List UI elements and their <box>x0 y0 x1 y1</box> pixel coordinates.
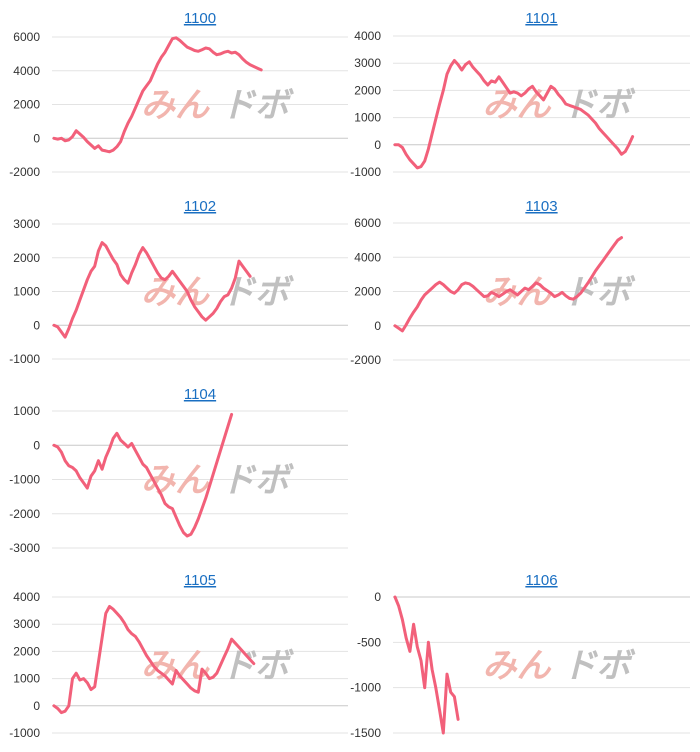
y-tick-label: 3000 <box>13 617 40 631</box>
y-tick-label: 2000 <box>13 251 40 265</box>
chart-title[interactable]: 1100 <box>184 10 216 27</box>
y-tick-label: -3000 <box>9 541 40 555</box>
chart-title[interactable]: 1102 <box>184 198 216 215</box>
y-tick-label: 1000 <box>13 285 40 299</box>
watermark-logo-left: みん <box>483 85 552 125</box>
y-tick-label: -1000 <box>9 726 40 740</box>
series-line <box>52 605 256 715</box>
chart-title[interactable]: 1104 <box>184 386 216 403</box>
y-tick-label: 0 <box>33 318 40 332</box>
chart-1101: 1101 4000 3000 2000 1000 0 -1000 みん ドボ <box>350 10 690 179</box>
y-tick-label: 3000 <box>13 217 40 231</box>
y-tick-label: -2000 <box>350 353 381 367</box>
chart-1106: 1106 0 -500 -1000 -1500 みん ドボ <box>350 572 690 740</box>
series-line <box>52 36 263 154</box>
y-tick-label: 2000 <box>354 83 381 97</box>
y-tick-label: 4000 <box>13 590 40 604</box>
watermark-logo-right: ドボ <box>221 461 294 501</box>
watermark-logo-right: ドボ <box>221 273 294 313</box>
y-tick-label: 1000 <box>13 672 40 686</box>
chart-title[interactable]: 1105 <box>184 572 216 589</box>
y-tick-label: -1000 <box>9 473 40 487</box>
y-tick-label: 3000 <box>354 56 381 70</box>
watermark-logo-right: ドボ <box>563 85 636 125</box>
chart-1102: 1102 3000 2000 1000 0 -1000 みん ドボ <box>9 198 348 366</box>
chart-title[interactable]: 1106 <box>525 572 557 589</box>
y-tick-label: 2000 <box>13 644 40 658</box>
series-line <box>393 595 460 735</box>
y-tick-label: -1000 <box>9 352 40 366</box>
chart-title[interactable]: 1101 <box>525 10 557 27</box>
watermark-logo-left: みん <box>141 273 210 313</box>
y-tick-label: 0 <box>33 131 40 145</box>
y-tick-label: 0 <box>374 590 381 604</box>
series-line <box>52 412 234 538</box>
y-tick-label: 4000 <box>13 64 40 78</box>
y-tick-label: 2000 <box>13 98 40 112</box>
watermark-logo-right: ドボ <box>221 86 294 126</box>
y-tick-label: -1000 <box>350 681 381 695</box>
y-tick-label: 4000 <box>354 29 381 43</box>
y-tick-label: 4000 <box>354 250 381 264</box>
chart-1104: 1104 1000 0 -1000 -2000 -3000 みん ドボ <box>9 386 348 555</box>
y-tick-label: -1000 <box>350 165 381 179</box>
y-tick-label: -500 <box>357 635 381 649</box>
chart-1100: 1100 6000 4000 2000 0 -2000 みん ドボ <box>9 10 348 179</box>
series-line <box>393 59 635 170</box>
watermark-logo-right: ドボ <box>221 646 294 686</box>
y-tick-label: -2000 <box>9 165 40 179</box>
series-line <box>393 236 623 333</box>
series-line <box>52 241 252 339</box>
y-tick-label: 1000 <box>354 111 381 125</box>
watermark-logo-left: みん <box>483 646 552 686</box>
chart-title[interactable]: 1103 <box>525 198 557 215</box>
y-tick-label: 0 <box>33 699 40 713</box>
watermark-logo-right: ドボ <box>563 273 636 313</box>
y-tick-label: 6000 <box>13 30 40 44</box>
y-tick-label: 0 <box>374 319 381 333</box>
watermark-logo-left: みん <box>141 461 210 501</box>
y-tick-label: -1500 <box>350 726 381 740</box>
y-tick-label: 1000 <box>13 404 40 418</box>
watermark-logo-right: ドボ <box>563 646 636 686</box>
y-tick-label: 6000 <box>354 216 381 230</box>
y-tick-label: 0 <box>374 138 381 152</box>
watermark-logo-left: みん <box>141 86 210 126</box>
y-tick-label: 0 <box>33 438 40 452</box>
y-tick-label: 2000 <box>354 285 381 299</box>
y-tick-label: -2000 <box>9 507 40 521</box>
